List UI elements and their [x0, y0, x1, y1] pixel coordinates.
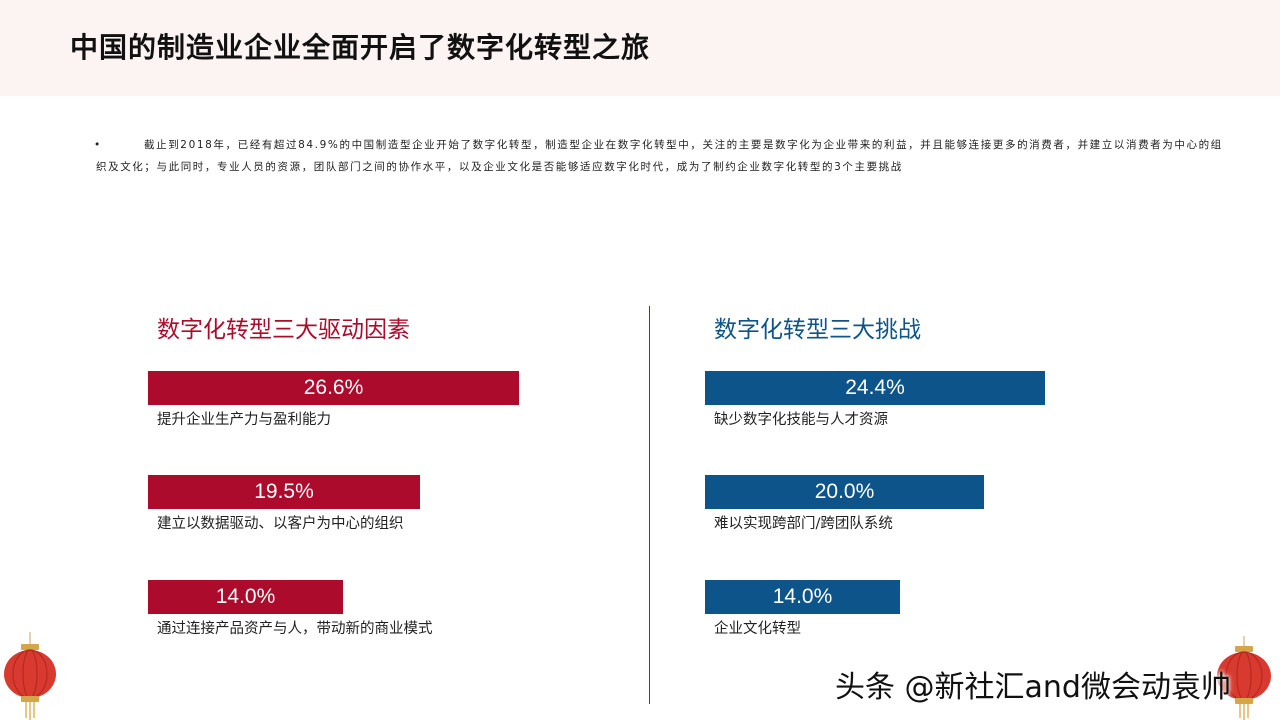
driver-bar-1: 26.6% — [148, 371, 519, 405]
driver-bar-2: 19.5% — [148, 475, 420, 509]
challenge-category-label: 企业文化转型 — [714, 621, 801, 637]
challenge-value-label: 24.4% — [845, 376, 905, 399]
driver-value-label: 14.0% — [215, 585, 276, 608]
drivers-heading: 数字化转型三大驱动因素 — [157, 317, 410, 343]
challenges-heading: 数字化转型三大挑战 — [714, 317, 921, 343]
driver-bar-3: 14.0% — [148, 580, 343, 614]
driver-category-label: 提升企业生产力与盈利能力 — [157, 412, 331, 428]
driver-category-label: 通过连接产品资产与人，带动新的商业模式 — [157, 621, 433, 637]
intro-paragraph: • 截止到2018年，已经有超过84.9%的中国制造型企业开始了数字化转型，制造… — [94, 134, 1226, 178]
center-divider — [649, 306, 650, 704]
watermark: 头条 @新社汇and微会动袁帅 — [835, 670, 1231, 705]
challenge-value-label: 14.0% — [772, 585, 833, 608]
challenge-category-label: 缺少数字化技能与人才资源 — [714, 412, 888, 428]
lantern-left-icon — [4, 632, 56, 720]
driver-value-label: 19.5% — [254, 480, 314, 503]
challenge-value-label: 20.0% — [814, 480, 875, 503]
bullet-icon: • — [94, 139, 102, 151]
intro-text: 截止到2018年，已经有超过84.9%的中国制造型企业开始了数字化转型，制造型企… — [96, 139, 1223, 173]
header-band — [0, 0, 1280, 96]
challenge-bar-2: 20.0% — [705, 475, 984, 509]
challenge-bar-1: 24.4% — [705, 371, 1045, 405]
challenge-category-label: 难以实现跨部门/跨团队系统 — [714, 516, 893, 532]
page-title: 中国的制造业企业全面开启了数字化转型之旅 — [70, 31, 651, 64]
driver-value-label: 26.6% — [303, 376, 364, 399]
challenge-bar-3: 14.0% — [705, 580, 900, 614]
lantern-right-icon — [1217, 636, 1271, 720]
driver-category-label: 建立以数据驱动、以客户为中心的组织 — [157, 516, 404, 532]
